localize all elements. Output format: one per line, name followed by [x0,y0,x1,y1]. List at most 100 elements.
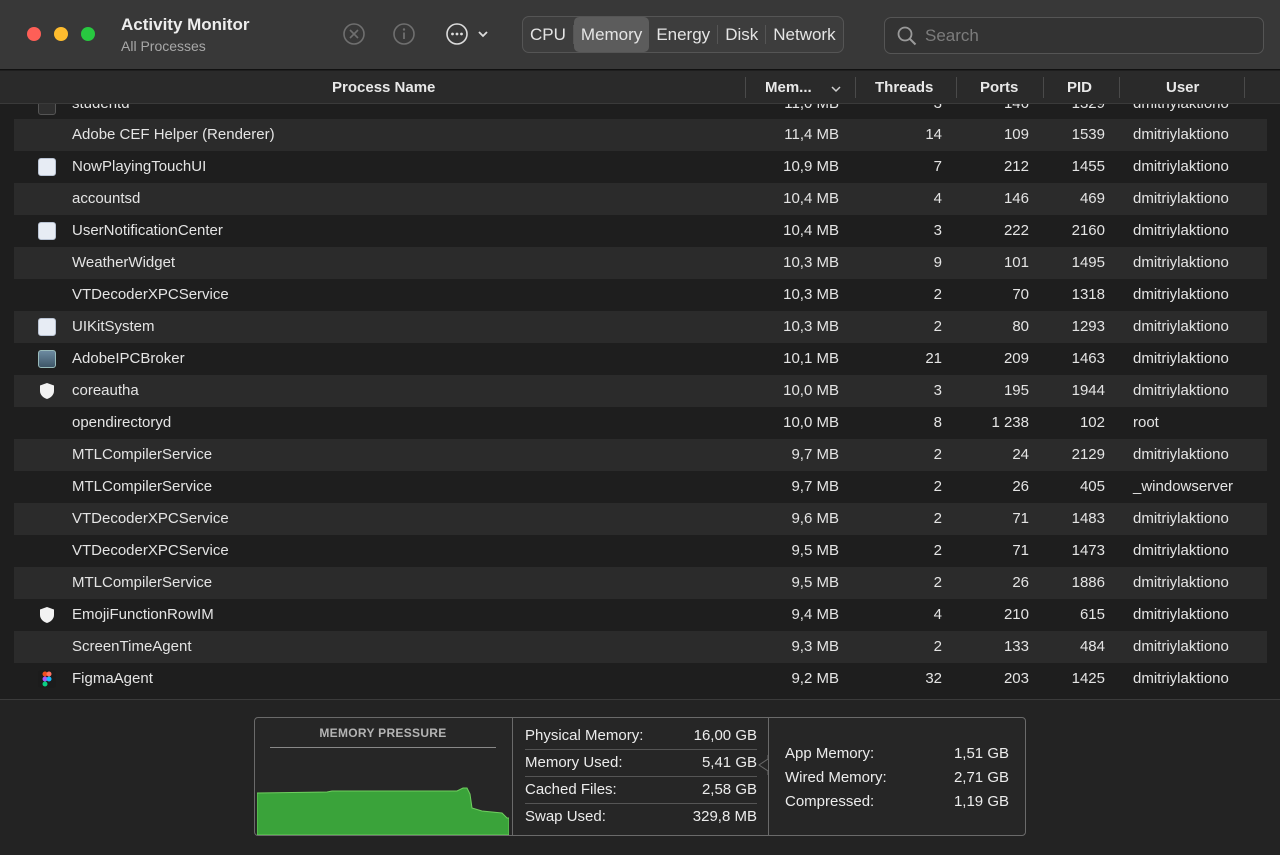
process-user: dmitriylaktiono [1133,638,1229,655]
zoom-window-button[interactable] [81,27,95,41]
process-user: dmitriylaktiono [1133,510,1229,527]
table-row[interactable]: opendirectoryd 10,0 MB 8 1 238 102 root [14,407,1267,439]
inspect-info-icon[interactable] [392,22,416,46]
more-actions-icon[interactable] [445,22,469,46]
search-field[interactable] [884,17,1264,54]
process-user: dmitriylaktiono [1133,382,1229,399]
tab-energy[interactable]: Energy [656,25,711,44]
stat-label: App Memory: [785,745,875,762]
window-subtitle[interactable]: All Processes [121,38,206,54]
process-name: MTLCompilerService [72,478,213,495]
process-memory: 9,7 MB [791,446,839,463]
process-ports: 26 [1012,574,1029,591]
process-pid: 1886 [1071,574,1105,591]
process-ports: 101 [1003,254,1029,271]
process-threads: 3 [934,104,942,112]
column-process-name[interactable]: Process Name [332,79,436,96]
column-separator [745,77,746,98]
column-threads[interactable]: Threads [875,79,934,96]
minimize-window-button[interactable] [54,27,68,41]
process-user: _windowserver [1133,478,1234,495]
tab-disk[interactable]: Disk [725,25,759,44]
stat-physical-memory: Physical Memory: 16,00 GB [525,723,757,750]
column-pid[interactable]: PID [1067,79,1093,96]
process-memory: 10,0 MB [783,414,839,431]
process-user: dmitriylaktiono [1133,104,1229,112]
stat-swap-used: Swap Used: 329,8 MB [525,804,757,831]
process-name: NowPlayingTouchUI [72,158,207,175]
process-user: dmitriylaktiono [1133,542,1229,559]
table-row[interactable]: AdobeIPCBroker 10,1 MB 21 209 1463 dmitriylak… [14,343,1267,375]
process-ports: 24 [1012,446,1029,463]
process-threads: 2 [933,574,942,591]
process-pid: 1539 [1071,126,1105,143]
process-pid: 2160 [1071,222,1105,239]
process-memory: 11,0 MB [784,104,839,112]
table-row[interactable]: UserNotificationCenter 10,4 MB 3 222 2160 dmi… [14,215,1267,247]
search-input[interactable] [925,21,1245,50]
column-separator [1244,77,1245,98]
process-threads: 3 [933,382,942,399]
memory-stats-breakdown: App Memory: 1,51 GB Wired Memory: 2,71 G… [769,718,1025,835]
stat-value: 1,51 GB [953,745,1009,762]
process-user: dmitriylaktiono [1133,126,1229,143]
close-window-button[interactable] [27,27,41,41]
table-row[interactable]: MTLCompilerService 9,7 MB 2 24 2129 dmitriyla… [14,439,1267,471]
process-name: MTLCompilerService [72,446,213,463]
tab-divider [572,25,574,44]
process-user: dmitriylaktiono [1133,286,1229,303]
table-row[interactable]: ScreenTimeAgent 9,3 MB 2 133 484 dmitriylakti… [14,631,1267,663]
process-threads: 3 [933,222,942,239]
stat-label: Swap Used: [525,808,606,825]
stat-label: Physical Memory: [525,727,644,744]
stat-label: Compressed: [785,793,875,810]
process-threads: 2 [933,478,942,495]
process-memory: 9,3 MB [791,638,839,655]
process-name: UserNotificationCenter [72,222,223,239]
process-threads: 2 [933,286,942,303]
process-ports: 109 [1003,126,1029,143]
table-row[interactable]: MTLCompilerService 9,5 MB 2 26 1886 dmitriyla… [14,567,1267,599]
table-header: Process Name Mem... Threads Ports PID Us… [0,71,1280,104]
column-ports[interactable]: Ports [980,79,1019,96]
memory-stats-primary: Physical Memory: 16,00 GB Memory Used: 5… [513,718,769,835]
process-name: EmojiFunctionRowIM [72,606,214,623]
table-row[interactable]: NowPlayingTouchUI 10,9 MB 7 212 1455 dmitriyl… [14,151,1267,183]
table-row[interactable]: MTLCompilerService 9,7 MB 2 26 405 _windowser… [14,471,1267,503]
chevron-down-icon[interactable] [476,27,490,41]
table-row[interactable]: EmojiFunctionRowIM 9,4 MB 4 210 615 dmitriyla… [14,599,1267,631]
process-name: opendirectoryd [72,414,172,431]
process-memory: 9,2 MB [791,670,839,687]
process-user: dmitriylaktiono [1133,670,1229,687]
tab-cpu[interactable]: CPU [530,25,566,44]
table-row[interactable]: studentd 11,0 MB 3 146 1329 dmitriylakti… [14,104,1267,120]
table-row[interactable]: coreautha 10,0 MB 3 195 1944 dmitriylaktiono [14,375,1267,407]
sort-descending-icon [831,86,841,93]
process-user: dmitriylaktiono [1133,158,1229,175]
table-row[interactable]: Adobe CEF Helper (Renderer) 11,4 MB 14 109 1… [14,119,1267,151]
process-name: FigmaAgent [72,670,153,687]
table-row[interactable]: VTDecoderXPCService 9,6 MB 2 71 1483 dmitriyl… [14,503,1267,535]
process-threads: 2 [933,318,942,335]
process-memory: 11,4 MB [784,126,839,143]
column-separator [956,77,957,98]
table-row[interactable]: WeatherWidget 10,3 MB 9 101 1495 dmitriylakti… [14,247,1267,279]
tab-network[interactable]: Network [773,25,836,44]
column-memory[interactable]: Mem... [765,79,812,96]
table-row[interactable]: UIKitSystem 10,3 MB 2 80 1293 dmitriylaktiono [14,311,1267,343]
process-user: dmitriylaktiono [1133,254,1229,271]
tab-memory[interactable]: Memory [573,17,650,52]
process-ports: 146 [1003,190,1029,207]
process-threads: 7 [933,158,942,175]
table-row[interactable]: accountsd 10,4 MB 4 146 469 dmitriylaktiono [14,183,1267,215]
process-ports: 203 [1003,670,1029,687]
column-user[interactable]: User [1166,79,1200,96]
process-user: dmitriylaktiono [1133,574,1229,591]
process-pid: 484 [1079,638,1105,655]
table-row[interactable]: VTDecoderXPCService 9,5 MB 2 71 1473 dmitriyl… [14,535,1267,567]
table-row[interactable]: VTDecoderXPCService 10,3 MB 2 70 1318 dmitriy… [14,279,1267,311]
table-row[interactable]: FigmaAgent 9,2 MB 32 203 1425 dmitriylaktiono [14,663,1267,695]
process-pid: 1473 [1071,542,1105,559]
stop-process-icon[interactable] [342,22,366,46]
process-name: ScreenTimeAgent [72,638,192,655]
